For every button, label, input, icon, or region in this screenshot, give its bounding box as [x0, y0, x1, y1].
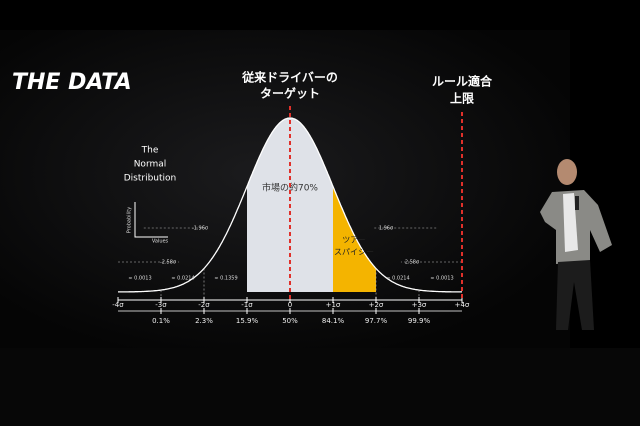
percentile-label: 97.7% — [365, 317, 388, 325]
legend-x-label: Values — [152, 239, 169, 245]
percentile-label: 84.1% — [322, 317, 345, 325]
annotation: 1.96σ — [379, 226, 394, 232]
presenter — [540, 159, 612, 330]
tour-label: ツアー — [342, 236, 366, 245]
stage — [0, 348, 640, 426]
percentile-label: 15.9% — [236, 317, 259, 325]
sigma-label: -4σ — [112, 301, 124, 309]
sigma-label: +2σ — [369, 301, 384, 309]
market-label: 市場の約70% — [262, 182, 318, 194]
legend-title: Normal — [134, 160, 167, 170]
annotation: ≈ 0.0214 — [171, 276, 194, 282]
annotation: ≈ 0.0013 — [430, 276, 453, 282]
annotation: 2.58σ — [405, 260, 420, 266]
sigma-label: -2σ — [198, 301, 210, 309]
normal-curve — [118, 117, 462, 293]
sigma-label: +3σ — [412, 301, 427, 309]
target-label: ターゲット — [260, 86, 320, 101]
legend-title: The — [141, 146, 159, 156]
annotation: -2.58σ — [160, 260, 177, 266]
sigma-label: 0 — [288, 301, 292, 309]
slide-title: THE DATA — [12, 70, 132, 95]
tour-label: スパイシー — [334, 248, 374, 257]
percentile-label: 2.3% — [195, 317, 213, 325]
sigma-label: -3σ — [155, 301, 167, 309]
annotation: ≈ 0.0214 — [386, 276, 409, 282]
limit-label: 上限 — [450, 91, 474, 106]
legend-y-label: Probability — [127, 207, 133, 233]
sigma-label: +1σ — [326, 301, 341, 309]
annotation: ≈ 0.0013 — [128, 276, 151, 282]
sigma-label: +4σ — [455, 301, 470, 309]
percentile-label: 50% — [282, 317, 298, 325]
legend-axes — [134, 202, 168, 238]
percentile-label: 99.9% — [408, 317, 431, 325]
percentile-label: 0.1% — [152, 317, 170, 325]
target-label: 従来ドライバーの — [241, 70, 338, 85]
legend-title: Distribution — [124, 174, 177, 184]
annotation: -1.96σ — [192, 226, 209, 232]
limit-label: ルール適合 — [432, 74, 493, 89]
annotation: ≈ 0.1359 — [214, 276, 237, 282]
sigma-label: -1σ — [241, 301, 253, 309]
